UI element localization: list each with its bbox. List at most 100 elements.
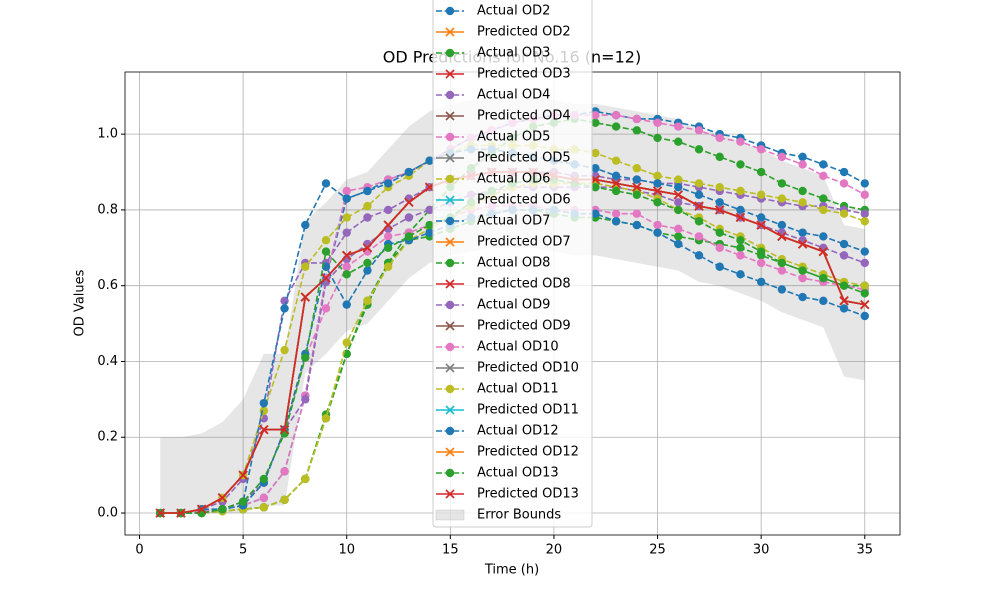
x-tick-label: 30 (753, 543, 770, 558)
marker (445, 69, 455, 79)
marker (363, 266, 372, 275)
marker (238, 470, 248, 480)
marker (736, 236, 745, 245)
marker (694, 145, 704, 154)
marker (798, 266, 807, 275)
marker (383, 262, 393, 271)
legend-label: Predicted OD12 (477, 445, 579, 460)
marker (756, 258, 766, 268)
marker (445, 90, 455, 100)
marker (860, 311, 869, 321)
marker (798, 273, 807, 283)
marker (259, 474, 269, 484)
marker (383, 179, 393, 188)
marker (798, 292, 807, 302)
marker (798, 198, 807, 207)
marker (653, 198, 662, 207)
marker (839, 179, 849, 188)
marker (839, 304, 849, 313)
marker (777, 258, 787, 268)
marker (860, 258, 869, 268)
marker (611, 186, 621, 196)
marker (590, 175, 600, 185)
x-tick-label: 10 (338, 543, 355, 558)
x-tick-label: 35 (856, 543, 873, 558)
marker (176, 508, 186, 518)
legend-label: Actual OD7 (477, 214, 550, 229)
legend-label: Predicted OD5 (477, 151, 571, 166)
legend-label: Actual OD6 (477, 172, 550, 187)
marker (301, 220, 310, 230)
marker (652, 186, 663, 196)
marker (404, 197, 414, 207)
marker (632, 164, 642, 173)
marker (445, 48, 455, 58)
marker (280, 495, 289, 504)
marker (445, 27, 455, 37)
marker (301, 395, 310, 404)
y-tick-label: 0.6 (97, 278, 118, 293)
marker (632, 220, 642, 230)
marker (342, 250, 352, 260)
marker (445, 426, 455, 436)
legend-label: Actual OD3 (477, 46, 550, 61)
marker (736, 251, 745, 260)
y-tick-label: 1.0 (97, 127, 118, 142)
legend-label: Predicted OD8 (477, 277, 571, 292)
marker (777, 179, 787, 188)
marker (279, 425, 290, 435)
marker (445, 384, 455, 394)
marker (611, 156, 621, 165)
marker (632, 182, 642, 192)
marker (715, 262, 724, 271)
marker (591, 164, 600, 173)
marker (445, 237, 455, 247)
marker (715, 152, 724, 162)
marker (363, 258, 372, 268)
marker (674, 175, 683, 184)
marker (674, 232, 683, 241)
marker (259, 398, 269, 408)
marker (611, 217, 621, 226)
marker (591, 209, 600, 218)
marker (217, 493, 227, 503)
marker (383, 232, 393, 241)
x-axis-label: Time (h) (484, 563, 539, 578)
marker (611, 209, 621, 218)
marker (363, 186, 372, 196)
marker (363, 201, 372, 211)
marker (715, 243, 724, 253)
marker (445, 405, 455, 415)
marker (674, 205, 683, 215)
marker (611, 122, 621, 131)
marker (736, 270, 745, 279)
marker (425, 228, 434, 237)
marker (611, 110, 621, 120)
marker (860, 247, 869, 256)
marker (342, 186, 351, 196)
marker (798, 228, 807, 237)
marker (445, 111, 455, 121)
marker (777, 231, 787, 242)
marker (383, 220, 393, 230)
marker (197, 504, 207, 514)
marker (445, 195, 455, 205)
marker (362, 243, 373, 253)
marker (673, 190, 683, 200)
marker (674, 239, 683, 249)
marker (756, 247, 766, 256)
marker (611, 178, 621, 188)
marker (591, 118, 600, 127)
marker (218, 505, 227, 514)
marker (736, 205, 745, 215)
marker (860, 179, 869, 188)
marker (694, 179, 704, 188)
marker (674, 137, 683, 146)
marker (798, 186, 807, 196)
y-tick-label: 0.8 (97, 202, 118, 217)
marker (342, 338, 351, 347)
marker (860, 209, 869, 218)
legend-label: Actual OD8 (477, 256, 550, 271)
marker (445, 216, 455, 226)
marker (839, 209, 849, 218)
